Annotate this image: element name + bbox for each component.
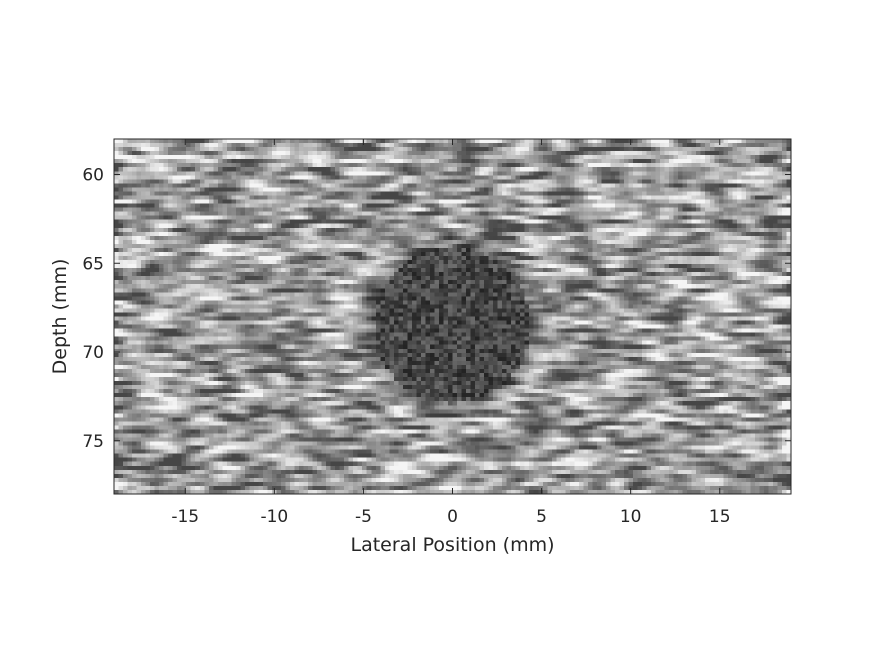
speckle-image	[114, 139, 791, 494]
bmode-image	[114, 139, 791, 494]
x-tick-label: 10	[620, 507, 642, 527]
x-tick-label: -5	[355, 507, 372, 527]
x-tick-label: 15	[709, 507, 731, 527]
y-axis-label: Depth (mm)	[49, 259, 71, 375]
y-tick-label: 65	[82, 254, 104, 274]
y-tick-label: 70	[82, 343, 104, 363]
x-axis: -15 -10 -5 0 5 10 15	[171, 139, 731, 527]
y-tick-label: 60	[82, 166, 104, 186]
x-axis-label: Lateral Position (mm)	[351, 534, 555, 556]
x-tick-label: -15	[171, 507, 199, 527]
y-axis: 60 65 70 75	[82, 166, 791, 452]
x-tick-label: -10	[260, 507, 288, 527]
x-tick-label: 0	[447, 507, 458, 527]
x-tick-label: 5	[536, 507, 547, 527]
y-tick-label: 75	[82, 432, 104, 452]
